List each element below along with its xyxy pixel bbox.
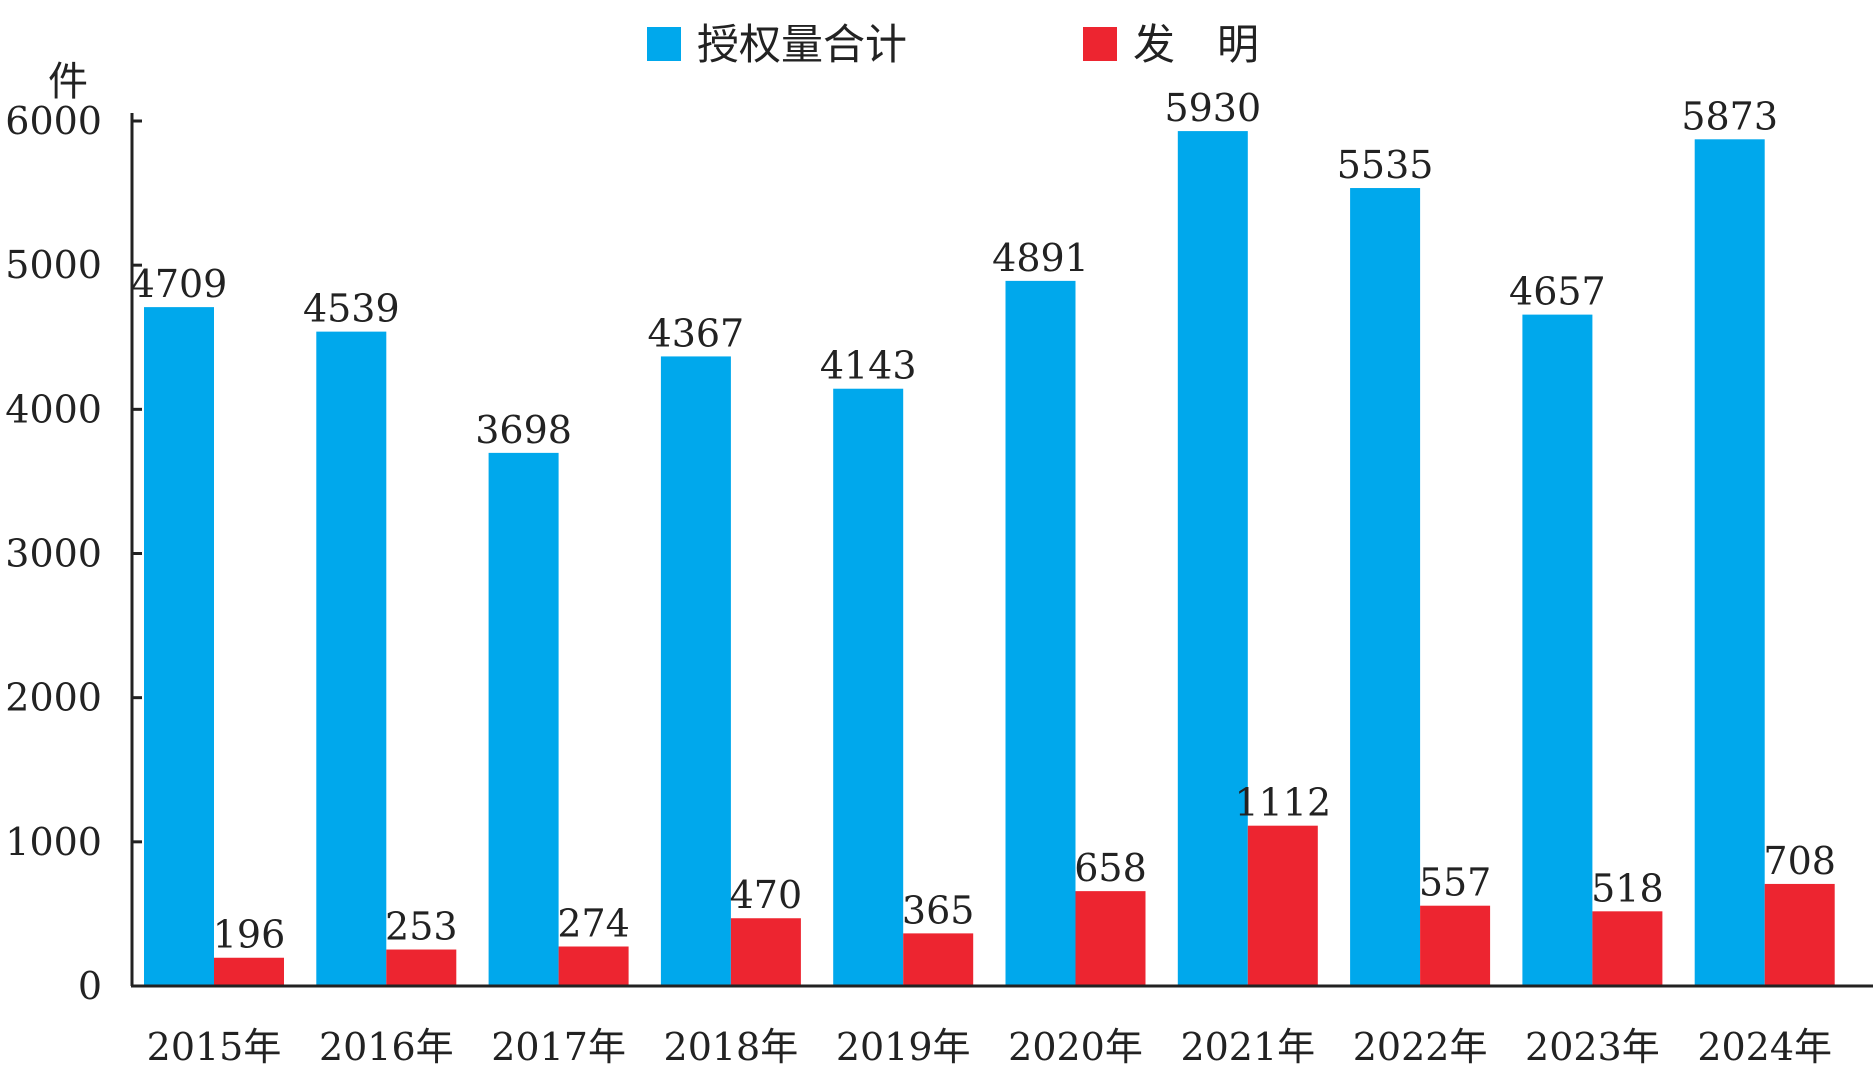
data-label-series-1: 196 [213,913,286,957]
x-tick-label: 2015年 [147,1025,282,1069]
bar-series-0 [1522,314,1593,986]
legend-label-series-0: 授权量合计 [697,20,907,69]
x-tick-label: 2024年 [1697,1025,1832,1069]
x-tick-label: 2022年 [1353,1025,1488,1069]
bar-series-1 [558,946,629,986]
data-label-series-0: 3698 [475,408,572,452]
data-label-series-1: 658 [1074,846,1147,890]
bar-series-0 [488,452,559,986]
data-label-series-1: 470 [730,873,803,917]
legend: 授权量合计 发 明 [647,20,1259,69]
y-axis-unit-label: 件 [48,59,88,105]
bar-series-0 [1694,139,1765,986]
legend-swatch-series-0 [647,27,681,61]
bar-series-1 [903,933,974,986]
bar-series-0 [1005,280,1076,986]
data-label-series-1: 1112 [1234,781,1331,825]
data-label-series-0: 4143 [820,344,917,388]
bar-series-1 [1075,891,1146,986]
data-label-series-0: 4367 [648,311,745,355]
bars-group [144,131,1835,987]
data-label-series-1: 518 [1591,866,1664,910]
bar-series-1 [1592,911,1663,986]
bar-series-0 [1177,131,1248,986]
bar-series-1 [730,918,801,986]
y-tick-label: 5000 [5,243,102,287]
bar-series-0 [144,307,214,987]
bar-series-0 [833,388,904,986]
bar-series-1 [1420,905,1491,986]
data-label-series-0: 5873 [1681,94,1778,138]
data-label-series-0: 4657 [1509,270,1606,314]
x-tick-label: 2023年 [1525,1025,1660,1069]
x-tick-label: 2020年 [1008,1025,1143,1069]
x-tick-label: 2018年 [664,1025,799,1069]
y-tick-label: 0 [78,964,102,1008]
data-label-series-1: 365 [902,888,975,932]
y-tick-label: 6000 [5,99,102,143]
data-label-series-0: 4891 [992,236,1089,280]
bar-series-1 [1247,825,1318,986]
y-tick-label: 2000 [5,676,102,720]
data-label-series-0: 4539 [303,287,400,331]
legend-swatch-series-1 [1083,27,1117,61]
data-label-series-0: 5535 [1337,143,1434,187]
y-tick-label: 3000 [5,532,102,576]
y-axis: 0 1000 2000 3000 4000 5000 6000 [5,99,142,1008]
bar-series-1 [386,949,457,986]
legend-label-series-1: 发 明 [1133,20,1259,69]
data-label-series-1: 274 [557,901,630,945]
x-tick-label: 2021年 [1180,1025,1315,1069]
bar-series-0 [316,331,387,986]
bar-series-0 [1350,188,1421,987]
y-tick-label: 4000 [5,387,102,431]
data-label-series-1: 253 [385,905,458,949]
data-label-series-1: 708 [1763,839,1836,883]
x-tick-label: 2019年 [836,1025,971,1069]
data-label-series-1: 557 [1419,861,1492,905]
x-axis-labels: 2015年 2016年 2017年 2018年 2019年 2020年 2021年 2022年… [147,1025,1832,1069]
bar-series-1 [214,957,284,986]
bar-series-0 [660,356,731,986]
y-tick-label: 1000 [5,820,102,864]
bar-series-1 [1764,883,1835,986]
x-tick-label: 2016年 [319,1025,454,1069]
data-label-series-0: 5930 [1164,86,1261,130]
x-tick-label: 2017年 [491,1025,626,1069]
data-label-series-0: 4709 [131,262,228,306]
data-labels-group: 4709 196 4539 253 3698 274 4367 470 4143 365 4891 6… [131,86,1836,957]
